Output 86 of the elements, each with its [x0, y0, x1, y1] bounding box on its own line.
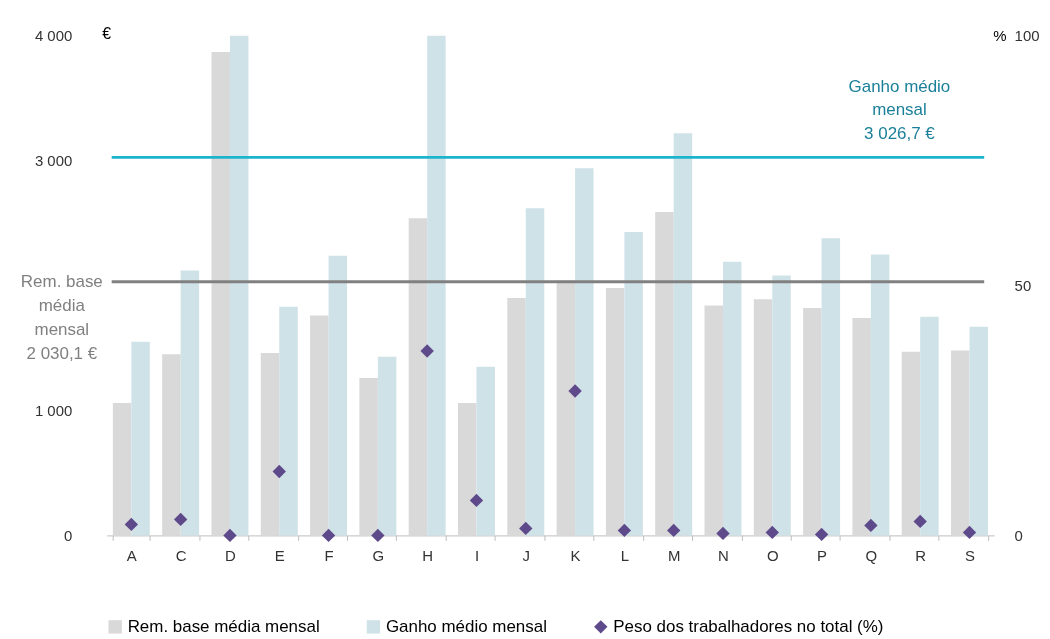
ref-line-label: Rem. base média mensal 2 030,1 € — [20, 271, 103, 363]
point — [864, 518, 878, 533]
x-tick-label: H — [422, 546, 434, 564]
x-tick-label: I — [474, 546, 480, 564]
bar — [112, 403, 132, 536]
y2-tick-label: 50 — [1014, 277, 1032, 295]
x-tick-label: E — [274, 546, 285, 564]
x-tick-label: M — [667, 546, 681, 564]
y-axis-title: € — [102, 25, 112, 43]
bar — [525, 208, 545, 536]
bar — [704, 305, 723, 536]
y2-tick-label: 100 — [1014, 27, 1040, 45]
bar — [211, 52, 230, 536]
bar — [575, 168, 594, 536]
x-tick-label: S — [965, 546, 976, 564]
point — [223, 528, 237, 543]
point — [321, 528, 336, 543]
y2-axis-title: % — [993, 27, 1007, 45]
x-tick-label: N — [718, 546, 729, 564]
bar — [359, 378, 378, 536]
bar — [229, 35, 249, 536]
bar — [722, 261, 742, 536]
bar — [408, 218, 428, 536]
bar — [310, 315, 329, 536]
point — [913, 514, 927, 529]
bar — [476, 366, 495, 536]
point — [765, 525, 779, 540]
point — [617, 523, 632, 538]
y-tick-label: 4 000 — [34, 27, 73, 45]
bar — [753, 299, 773, 536]
point — [962, 525, 977, 540]
x-tick-label: F — [324, 546, 334, 564]
legend-label: Peso dos trabalhadores no total (%) — [613, 616, 884, 636]
bar — [969, 326, 988, 536]
x-tick-label: O — [766, 546, 779, 564]
x-tick-label: C — [175, 546, 187, 564]
y-tick-label: 1 000 — [34, 401, 73, 419]
bar — [328, 255, 348, 536]
point — [568, 384, 582, 398]
bar — [920, 316, 939, 536]
bar — [279, 306, 298, 536]
point — [173, 512, 188, 527]
ref-line-label: Ganho médio mensal 3 026,7 € — [848, 76, 951, 144]
bar — [427, 35, 446, 536]
point — [272, 464, 286, 479]
bar — [131, 341, 150, 536]
bar — [180, 270, 200, 536]
bar — [821, 238, 841, 536]
point — [371, 528, 385, 543]
x-tick-label: K — [570, 546, 581, 564]
bar — [377, 356, 397, 536]
bar — [673, 133, 693, 536]
point — [420, 344, 434, 358]
bar — [852, 318, 871, 536]
point — [519, 521, 533, 536]
x-tick-label: G — [372, 546, 385, 564]
x-tick-label: D — [225, 546, 237, 564]
x-tick-label: Q — [865, 546, 878, 564]
y2-tick-label: 0 — [1014, 526, 1023, 544]
x-tick-label: J — [522, 546, 531, 564]
point — [814, 527, 829, 542]
bar — [655, 211, 674, 536]
bar — [556, 280, 576, 536]
bar — [951, 350, 970, 536]
y-tick-label: 0 — [63, 526, 73, 544]
x-tick-label: A — [126, 546, 137, 564]
bar — [507, 298, 526, 536]
bar — [457, 403, 477, 536]
y-tick-label: 3 000 — [34, 152, 73, 170]
bar — [260, 353, 280, 536]
legend-label: Rem. base média mensal — [127, 616, 320, 636]
point — [124, 517, 139, 532]
bar — [624, 231, 643, 536]
bar — [901, 351, 921, 536]
x-tick-label: R — [915, 546, 927, 564]
bar — [803, 308, 822, 536]
x-tick-label: L — [620, 546, 630, 564]
bar — [870, 254, 890, 536]
bar — [772, 275, 791, 536]
point — [469, 493, 484, 508]
x-tick-label: P — [817, 546, 828, 564]
bar — [605, 288, 625, 536]
bar — [162, 354, 181, 536]
point — [667, 523, 681, 538]
legend-label: Ganho médio mensal — [385, 616, 547, 636]
point — [716, 526, 730, 541]
